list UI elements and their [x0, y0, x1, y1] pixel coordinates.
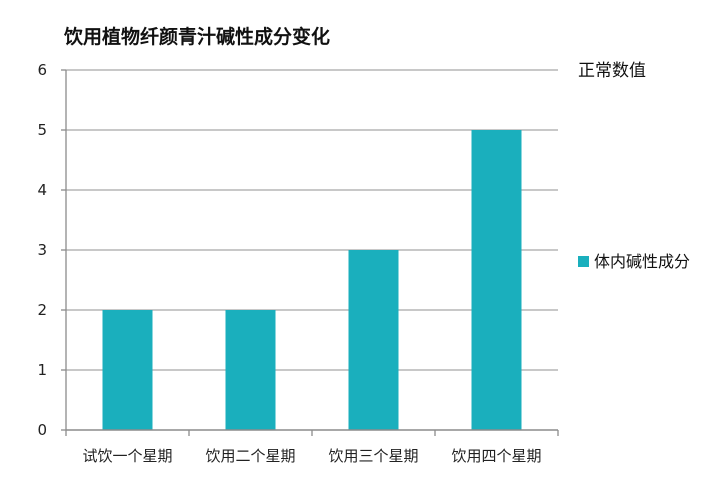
- x-tick-label: 饮用三个星期: [328, 447, 418, 465]
- y-axis-ticks: 0 1 2 3 4 5 6: [37, 61, 47, 439]
- x-tick-label: 饮用二个星期: [205, 447, 295, 465]
- annotation-label: 正常数值: [578, 61, 646, 81]
- x-tick-label: 饮用四个星期: [451, 447, 541, 465]
- chart-title: 饮用植物纤颜青汁碱性成分变化: [63, 25, 330, 48]
- legend-label: 体内碱性成分: [594, 252, 690, 271]
- bar: [348, 250, 399, 430]
- y-tick-label: 2: [37, 301, 47, 319]
- legend: 体内碱性成分: [578, 252, 690, 271]
- y-tick-label: 0: [37, 421, 47, 439]
- bar: [471, 130, 522, 430]
- y-tick-label: 5: [37, 121, 47, 139]
- annotations: 正常数值: [578, 61, 646, 81]
- y-tick-label: 1: [37, 361, 47, 379]
- y-tick-label: 6: [37, 61, 47, 79]
- x-axis: [61, 69, 559, 436]
- y-tick-label: 3: [37, 241, 47, 259]
- bars: [102, 130, 522, 430]
- y-tick-label: 4: [37, 181, 47, 199]
- legend-swatch: [578, 256, 589, 267]
- bar: [225, 310, 276, 430]
- x-tick-label: 试饮一个星期: [82, 447, 172, 465]
- bar: [102, 310, 153, 430]
- x-axis-ticks: 试饮一个星期 饮用二个星期 饮用三个星期 饮用四个星期: [82, 447, 541, 465]
